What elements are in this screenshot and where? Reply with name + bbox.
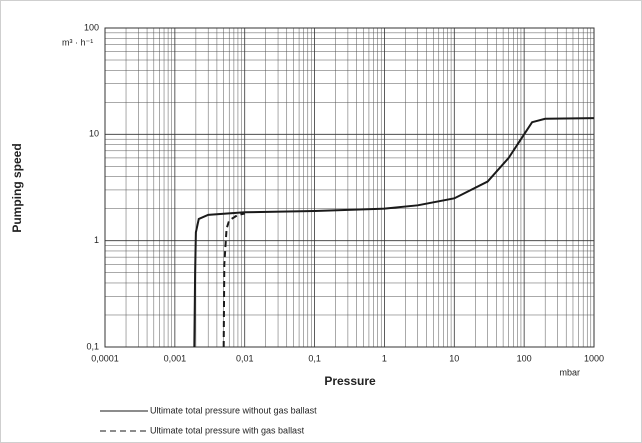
x-tick-label: 10 (449, 353, 459, 363)
x-tick-label: 0,0001 (91, 353, 119, 363)
y-tick-label: 100 (84, 22, 99, 32)
plot-frame (104, 27, 595, 348)
x-tick-label: 0,01 (236, 353, 254, 363)
y-tick-label: 10 (89, 129, 99, 139)
y-tick-label: 0,1 (86, 341, 99, 351)
legend-label: Ultimate total pressure without gas ball… (150, 405, 317, 415)
x-tick-label: 0,001 (164, 353, 187, 363)
x-axis-label: Pressure (324, 374, 376, 388)
x-unit: mbar (559, 367, 580, 377)
y-tick-label: 1 (94, 235, 99, 245)
x-tick-label: 0,1 (308, 353, 321, 363)
y-axis-label: Pumping speed (10, 143, 24, 232)
x-tick-label: 100 (517, 353, 532, 363)
series-line (222, 212, 245, 348)
series-line (193, 117, 595, 348)
y-unit: m³ · h⁻¹ (62, 37, 93, 47)
x-tick-label: 1000 (584, 353, 604, 363)
legend-label: Ultimate total pressure with gas ballast (150, 425, 305, 435)
x-tick-label: 1 (382, 353, 387, 363)
